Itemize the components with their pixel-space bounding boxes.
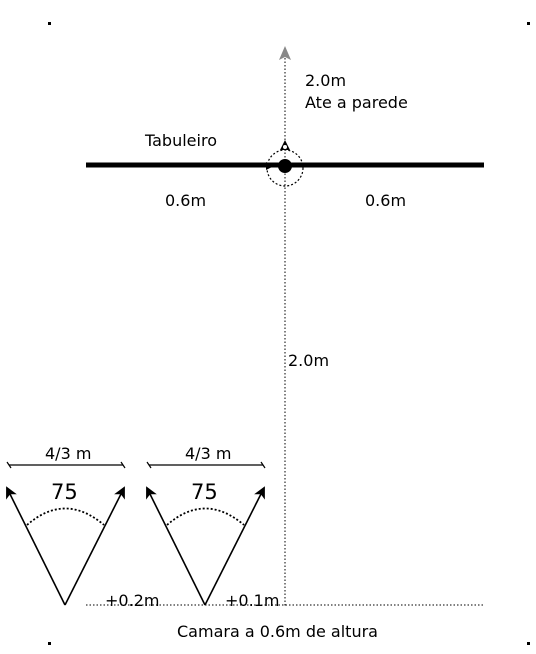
camera-height-caption: Camara a 0.6m de altura	[177, 622, 378, 641]
camera-right	[146, 461, 266, 606]
camera-right-angle-label: 75	[191, 480, 218, 504]
wall-direction-arrow-icon	[279, 46, 291, 60]
wall-caption-label: Ate a parede	[305, 93, 408, 112]
camera-distance-label: 2.0m	[288, 351, 329, 370]
board-center-marker-icon	[266, 140, 304, 187]
camera-left-angle-arc	[26, 507, 105, 526]
camera-right-width-label: 4/3 m	[185, 444, 231, 463]
camera-left	[6, 461, 126, 606]
camera-left-ray-right	[64, 486, 125, 606]
camera-right-angle-arc	[166, 507, 245, 526]
corner-marks	[48, 22, 530, 645]
camera-left-offset-label: +0.2m	[105, 591, 159, 610]
camera-left-width-label: 4/3 m	[45, 444, 91, 463]
half-width-right-label: 0.6m	[365, 191, 406, 210]
camera-right-ray-right	[204, 486, 265, 606]
camera-left-angle-label: 75	[51, 480, 78, 504]
half-width-left-label: 0.6m	[165, 191, 206, 210]
board-label: Tabuleiro	[144, 131, 217, 150]
camera-left-ray-left	[6, 486, 66, 606]
camera-right-ray-left	[146, 486, 206, 606]
camera-right-offset-label: +0.1m	[225, 591, 279, 610]
wall-distance-label: 2.0m	[305, 71, 346, 90]
